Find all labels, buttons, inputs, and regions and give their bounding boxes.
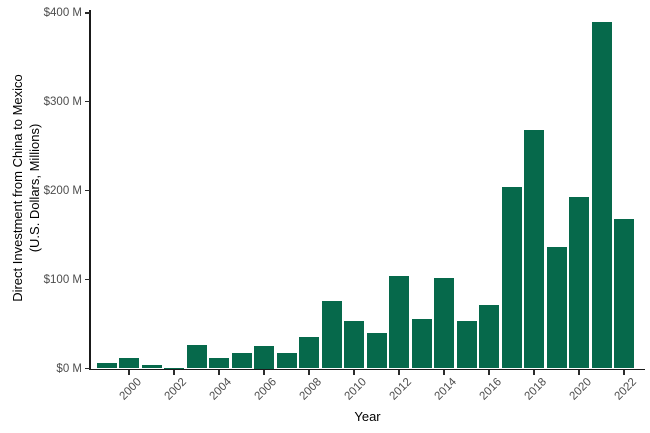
bar-2006 [254, 346, 274, 369]
x-axis-title: Year [354, 409, 381, 424]
bar-2021 [591, 21, 612, 369]
y-tick-label: $200 M [43, 184, 82, 197]
bar-2014 [434, 277, 454, 369]
bar-2004 [209, 357, 229, 369]
bar-2002 [164, 367, 184, 369]
y-axis-tick [84, 367, 90, 370]
x-tick-label: 2000 [117, 376, 145, 403]
y-axis-tick [84, 279, 90, 281]
y-axis-tick [84, 12, 90, 14]
bar-1999 [96, 363, 117, 369]
x-tick-label: 2012 [387, 376, 415, 403]
bar-2003 [186, 345, 207, 369]
x-axis-tick [533, 370, 535, 375]
bar-2017 [501, 187, 522, 369]
x-tick-label: 2016 [477, 376, 505, 403]
x-axis-line [89, 368, 645, 370]
x-axis-tick [488, 370, 490, 375]
bar-2015 [456, 321, 477, 369]
x-axis-tick [218, 370, 220, 375]
x-axis-tick [353, 370, 355, 375]
bar-2018 [524, 130, 544, 369]
x-tick-label: 2020 [567, 376, 595, 403]
x-axis-tick [173, 370, 175, 375]
x-axis-tick [308, 370, 310, 375]
x-axis-tick [623, 370, 625, 375]
x-tick-label: 2002 [162, 376, 190, 403]
x-tick-label: 2014 [432, 376, 460, 403]
y-tick-label: $100 M [43, 273, 82, 286]
x-axis-tick [263, 370, 265, 375]
bar-2013 [411, 318, 432, 369]
y-axis-tick [84, 101, 90, 103]
y-tick-label: $300 M [43, 95, 82, 108]
y-axis-tick [84, 190, 90, 192]
x-tick-label: 2006 [252, 376, 280, 403]
bar-2009 [321, 300, 342, 369]
x-tick-label: 2010 [342, 376, 370, 403]
bar-2012 [389, 276, 409, 369]
bar-2016 [479, 304, 499, 369]
bar-2010 [344, 321, 364, 369]
bar-2011 [366, 332, 387, 369]
x-tick-label: 2018 [522, 376, 550, 403]
y-axis-line [89, 10, 91, 370]
bar-2005 [231, 352, 252, 369]
x-tick-label: 2022 [612, 376, 640, 403]
bar-2022 [614, 219, 634, 369]
bar-2020 [569, 196, 589, 369]
bar-2001 [141, 364, 162, 369]
bar-2000 [119, 357, 139, 369]
x-axis-tick [398, 370, 400, 375]
bar-2008 [299, 337, 319, 369]
bar-2007 [276, 353, 297, 369]
x-tick-label: 2004 [207, 376, 235, 403]
y-tick-label: $0 M [56, 362, 82, 375]
y-tick-label: $400 M [43, 7, 82, 19]
x-axis-tick [578, 370, 580, 375]
x-axis-tick [128, 370, 130, 375]
bar-2019 [546, 246, 567, 369]
x-axis-tick [443, 370, 445, 375]
x-tick-label: 2008 [297, 376, 325, 403]
